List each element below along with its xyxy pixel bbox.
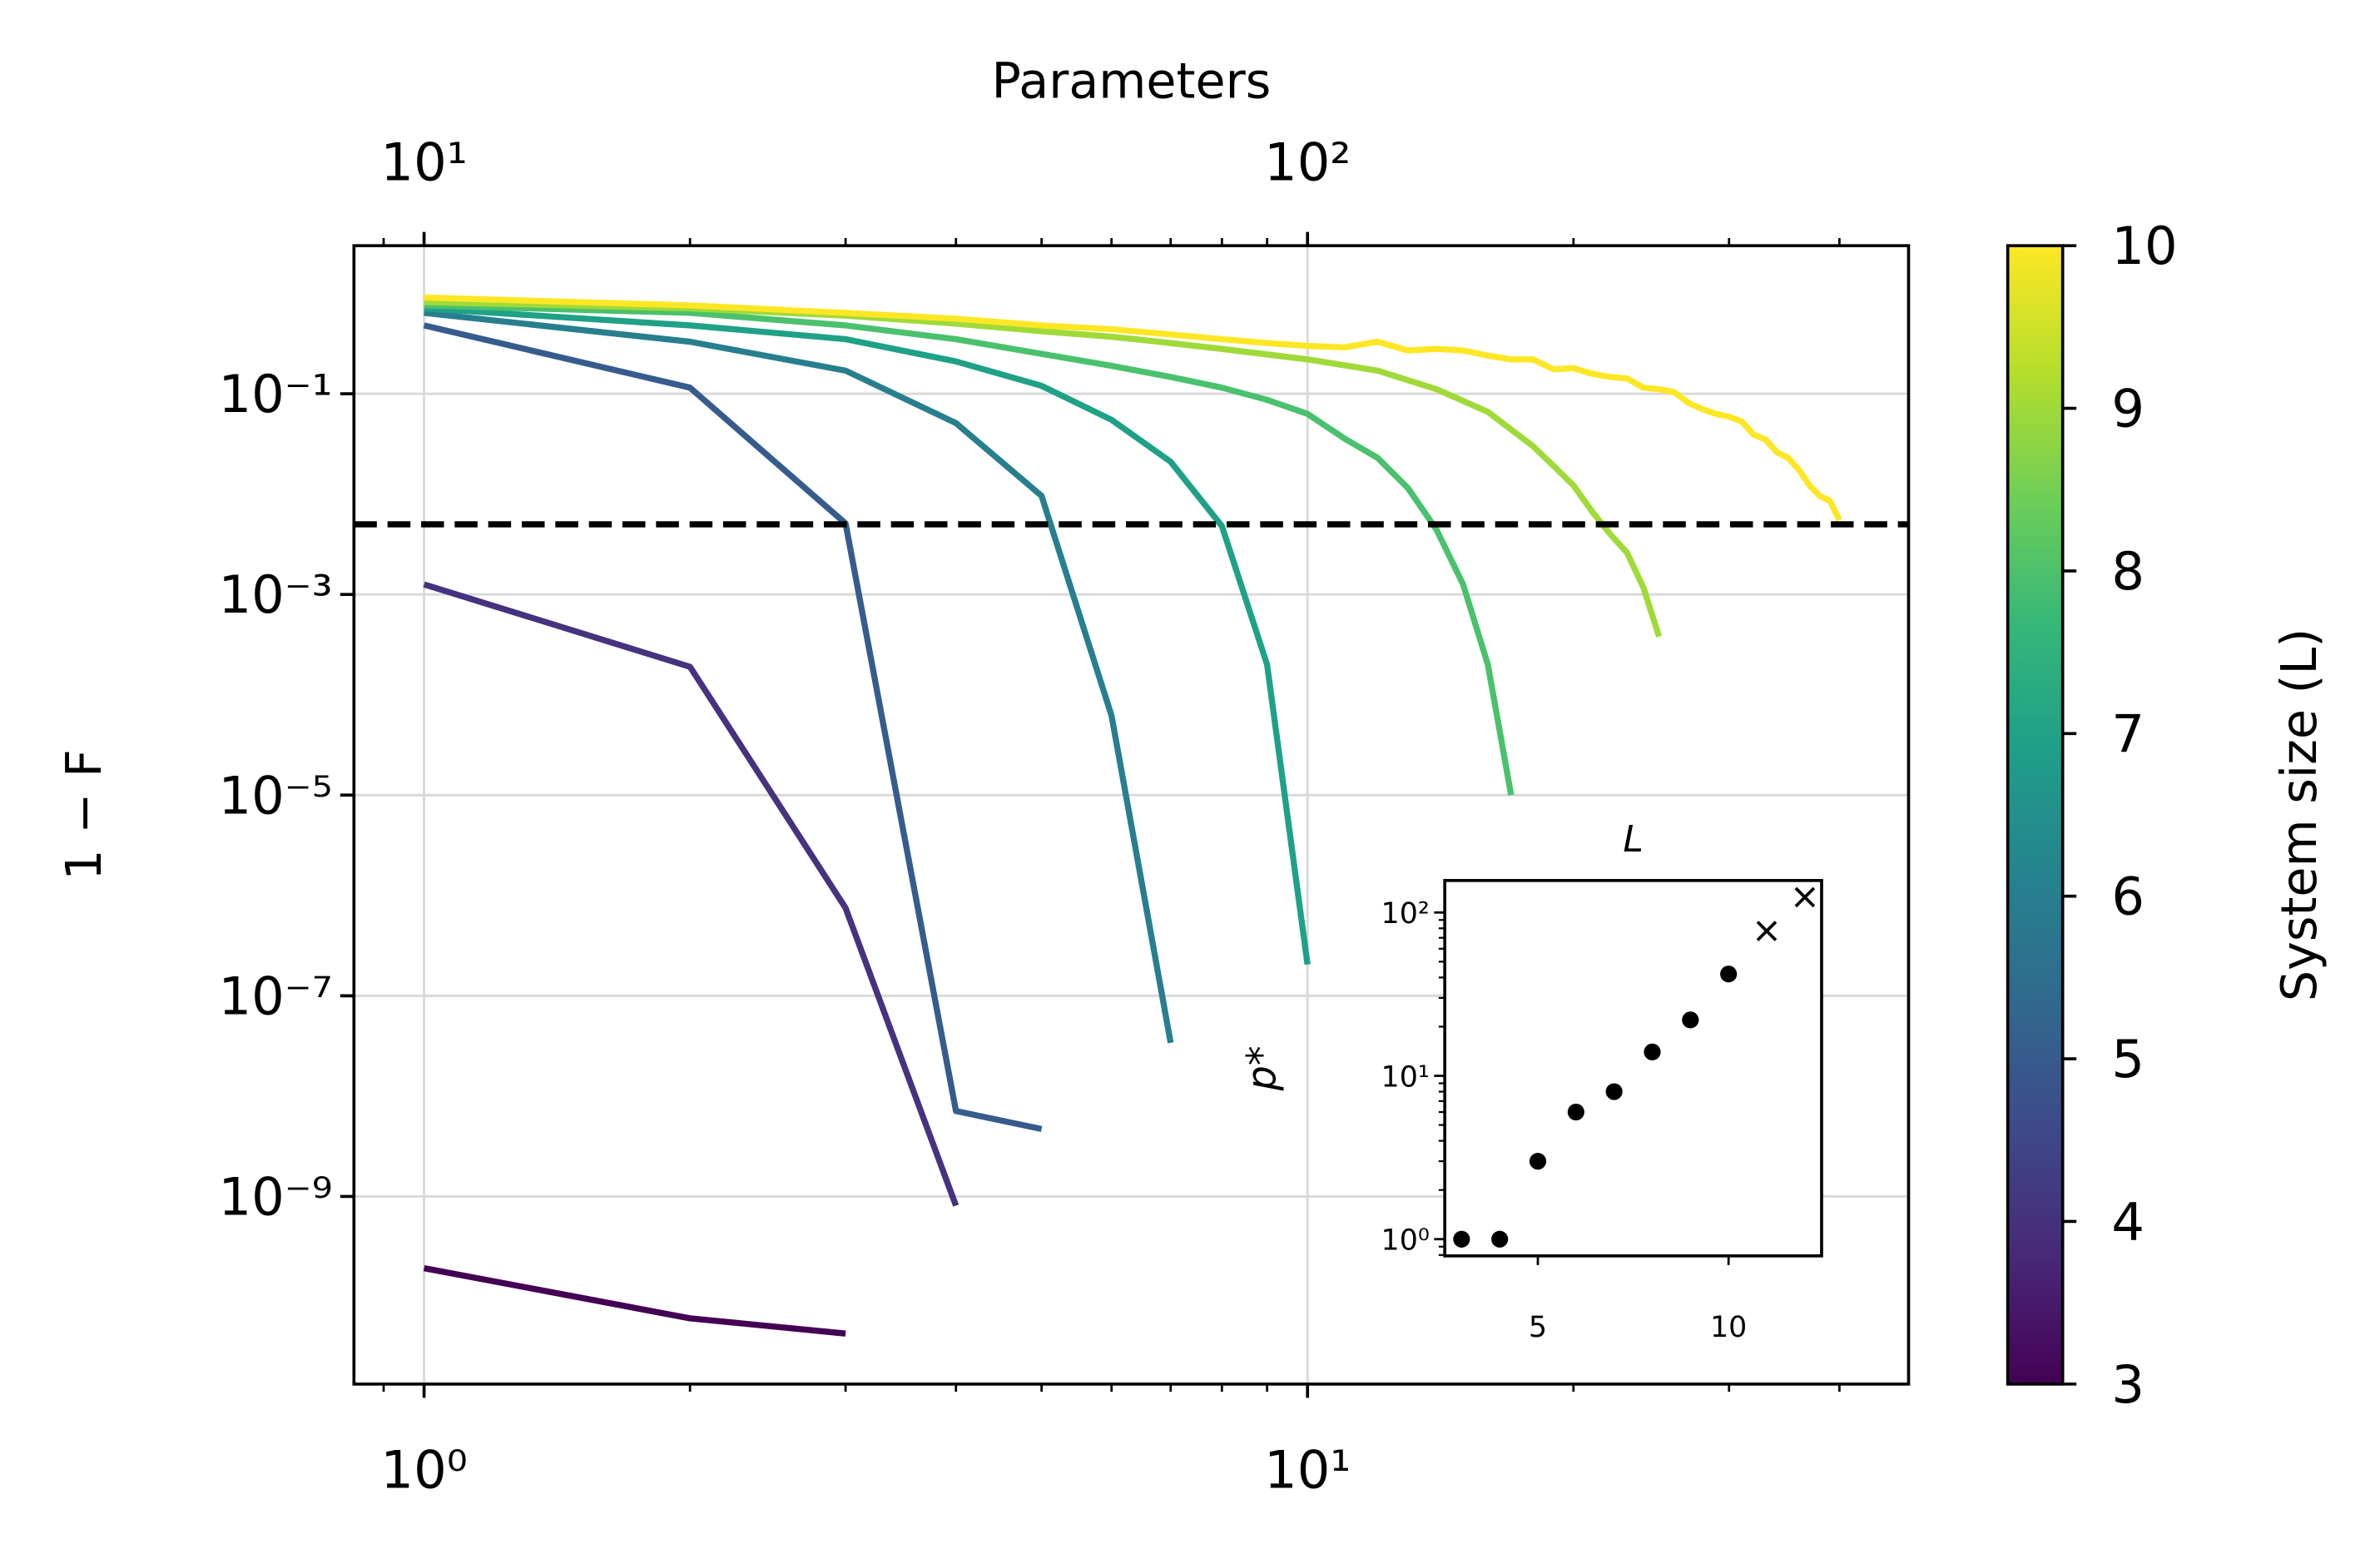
inset-y-tick-label: 10¹	[1381, 1060, 1430, 1094]
colorbar-tick-label: 8	[2111, 541, 2144, 602]
dot-marker	[1682, 1011, 1699, 1029]
series-line	[424, 310, 1174, 1044]
colorbar-tick-label: 4	[2111, 1191, 2144, 1252]
colorbar-tick-label: 10	[2111, 216, 2177, 276]
inset-x-axis-label: L	[1623, 818, 1644, 861]
colorbar-tick-label: 7	[2111, 703, 2144, 764]
cross-marker	[1794, 886, 1816, 908]
dot-marker	[1567, 1103, 1584, 1121]
axes-frame	[352, 244, 1911, 1386]
x2-axis-label: Parameters	[992, 52, 1272, 109]
y-tick-label: 10⁻⁵	[218, 765, 332, 826]
series-line	[424, 294, 1842, 522]
dot-marker	[1720, 966, 1738, 983]
colorbar-gradient	[2006, 244, 2065, 1386]
colorbar-tick-label: 5	[2111, 1029, 2144, 1090]
y-tick-label: 10⁻³	[218, 564, 332, 625]
inset-x-tick-label: 10	[1710, 1311, 1747, 1344]
series-line	[424, 299, 1663, 638]
inset-axes: 5 10 10⁰ 10¹ 10² Lp*	[1240, 818, 1823, 1344]
series-line	[424, 302, 1515, 796]
colorbar-tick-label: 3	[2111, 1354, 2144, 1415]
dot-marker	[1529, 1153, 1547, 1170]
series-line	[424, 305, 1311, 966]
inset-y-tick-label: 10⁰	[1381, 1224, 1430, 1258]
y-tick-label: 10⁻¹	[218, 364, 332, 424]
inset-frame	[1443, 879, 1823, 1258]
cross-marker	[1756, 921, 1778, 941]
colorbar: 3 4 5 6 7 8 9 10 System size (L)	[2006, 216, 2328, 1415]
series-line	[423, 581, 959, 1207]
x2-tick-label: 10²	[1264, 132, 1351, 192]
y-tick-label: 10⁻⁹	[218, 1166, 332, 1227]
dot-marker	[1453, 1230, 1470, 1248]
inset-y-tick-label: 10²	[1381, 897, 1430, 931]
x2-tick-label: 10¹	[380, 132, 467, 192]
y-axis-label: 1 − F	[56, 749, 112, 880]
x-tick-label: 10¹	[1264, 1440, 1351, 1501]
main-axes: 10⁰ 10¹ 10¹ 10² Parameters 10⁻¹ 10⁻³ 10⁻⁵ 10⁻⁷ 10…	[56, 52, 1911, 1501]
colorbar-tick-label: 6	[2111, 866, 2144, 927]
x-tick-label: 10⁰	[380, 1440, 467, 1501]
dot-marker	[1644, 1043, 1661, 1060]
series-line	[423, 1264, 846, 1337]
colorbar-tick-label: 9	[2111, 379, 2144, 439]
inset-x-tick-label: 5	[1529, 1311, 1547, 1344]
colorbar-label: System size (L)	[2271, 628, 2328, 1001]
dot-marker	[1491, 1230, 1509, 1248]
y-tick-label: 10⁻⁷	[218, 966, 332, 1026]
inset-y-axis-label: p*	[1240, 1045, 1286, 1091]
dot-marker	[1605, 1083, 1623, 1100]
